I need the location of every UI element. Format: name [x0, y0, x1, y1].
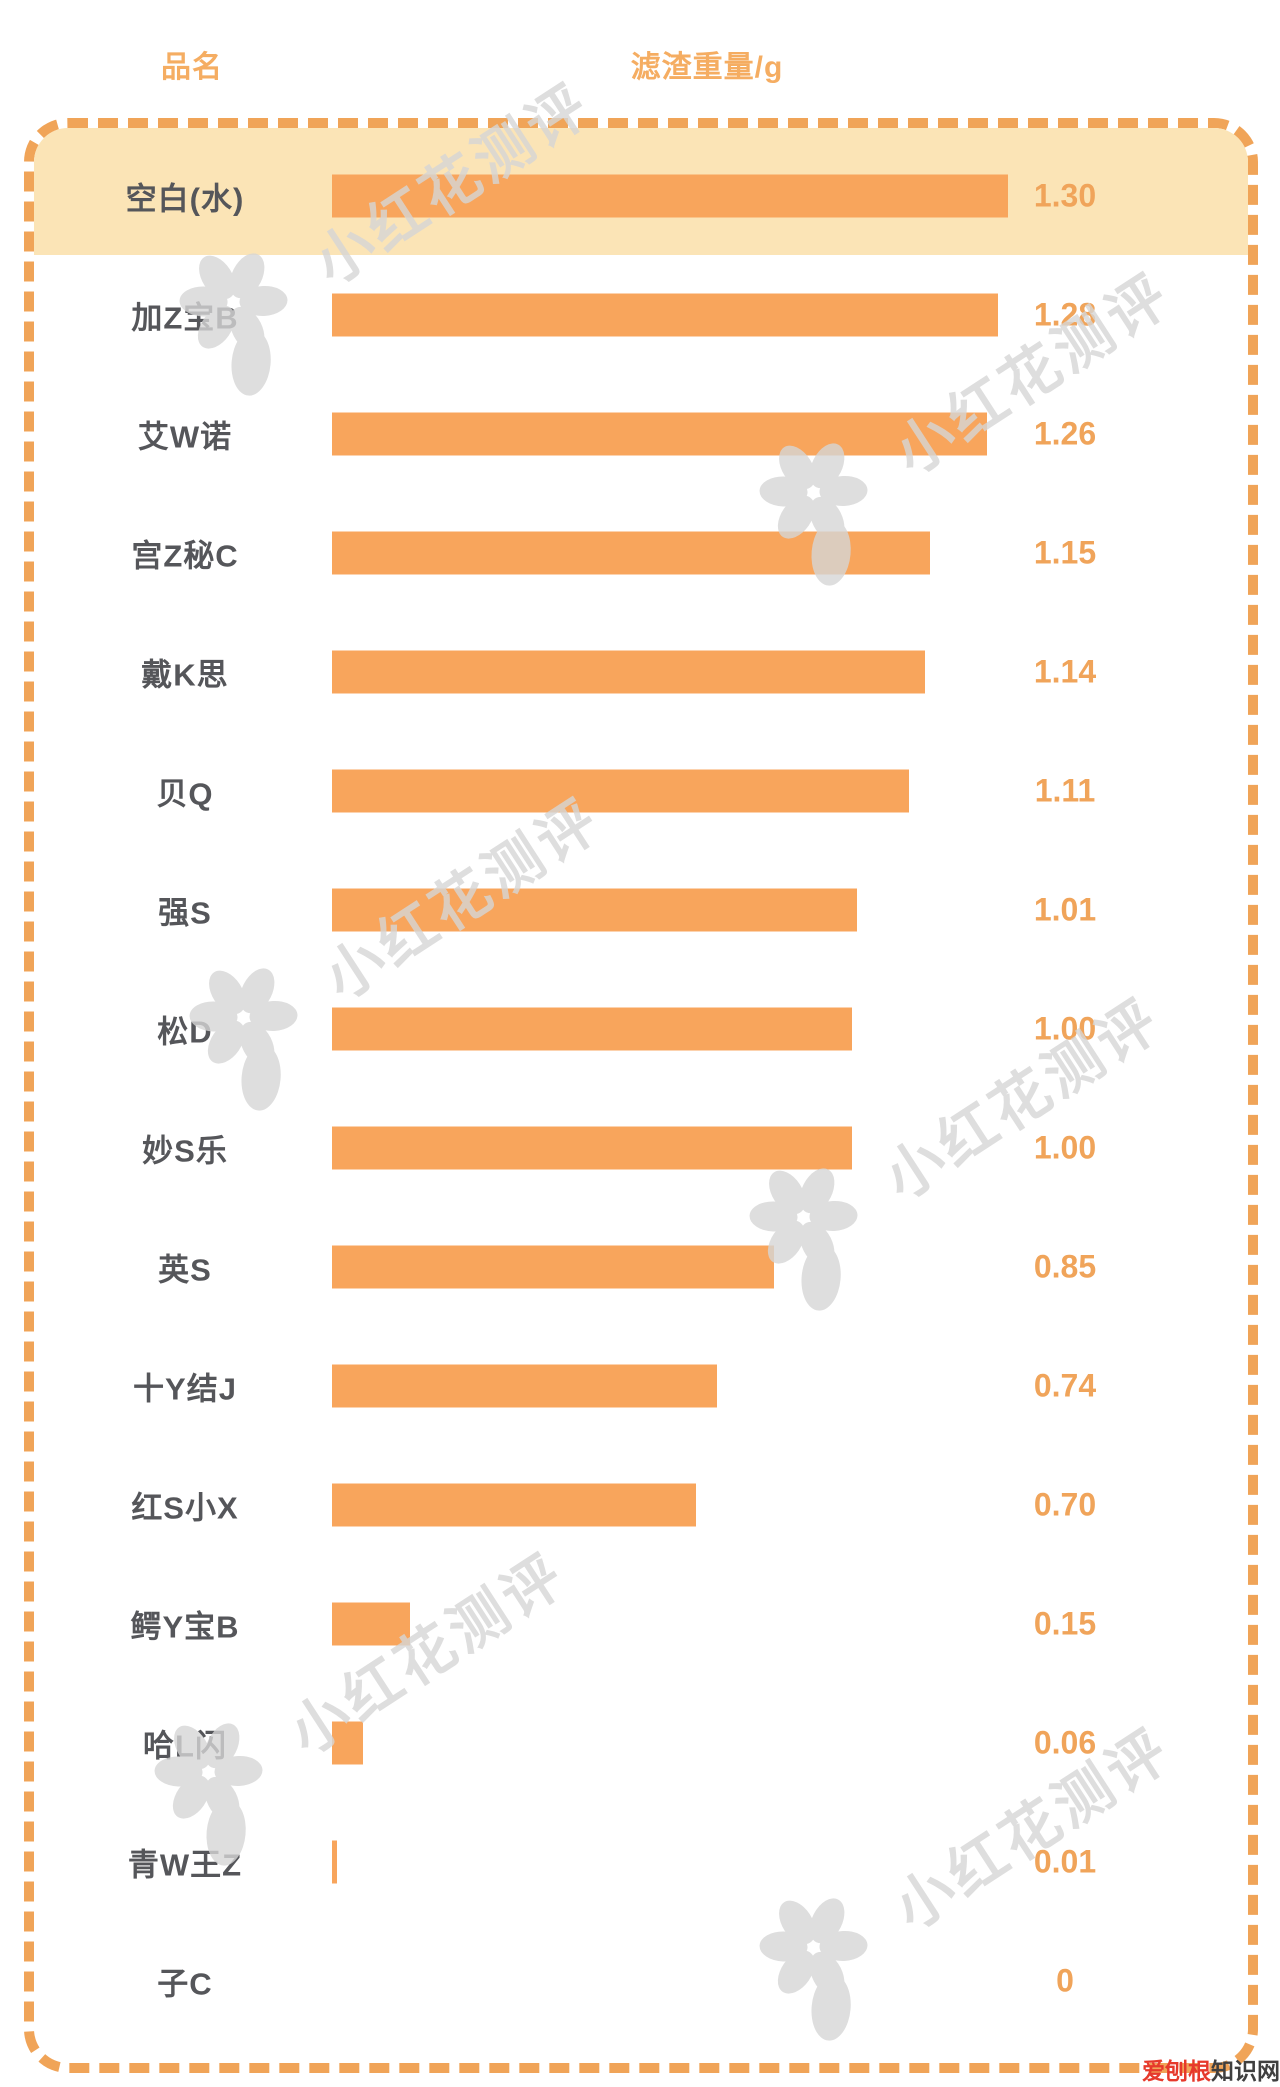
product-name-label: 鳄Y宝B	[130, 1609, 240, 1644]
residue-weight-value: 0.85	[1033, 1248, 1097, 1284]
residue-weight-value: 1.00	[1033, 1129, 1097, 1165]
residue-weight-bar	[332, 293, 998, 336]
product-name-label: 妙S乐	[142, 1133, 228, 1168]
chart-row: 加Z宝B 1.28	[34, 255, 1248, 374]
chart-row: 空白(水) 1.30	[34, 136, 1248, 255]
chart-row: 英S 0.85	[34, 1207, 1248, 1326]
residue-weight-value: 1.14	[1033, 653, 1097, 689]
chart-row: 贝Q 1.11	[34, 731, 1248, 850]
residue-weight-value: 1.30	[1033, 177, 1097, 213]
site-watermark-suffix: 知识网	[1211, 2058, 1280, 2084]
residue-weight-bar	[332, 1245, 774, 1288]
chart-row: 十Y结J 0.74	[34, 1326, 1248, 1445]
product-name-label: 青W王Z	[127, 1847, 243, 1882]
residue-weight-value: 0.15	[1033, 1605, 1097, 1641]
residue-weight-value: 1.01	[1033, 891, 1097, 927]
product-name-label: 贝Q	[156, 776, 214, 811]
residue-weight-bar	[332, 769, 910, 812]
residue-weight-bar	[332, 1840, 338, 1883]
chart-row: 子C 0	[34, 1921, 1248, 2040]
residue-weight-bar	[332, 1126, 852, 1169]
product-name-label: 十Y结J	[133, 1371, 237, 1406]
residue-weight-value: 1.28	[1033, 296, 1097, 332]
chart-row: 妙S乐 1.00	[34, 1088, 1248, 1207]
column-header-product-name: 品名	[161, 51, 223, 84]
chart-row: 哈L闪 0.06	[34, 1683, 1248, 1802]
chart-row: 鳄Y宝B 0.15	[34, 1564, 1248, 1683]
chart-row: 戴K思 1.14	[34, 612, 1248, 731]
product-name-label: 哈L闪	[143, 1728, 227, 1763]
residue-weight-bar	[332, 650, 925, 693]
chart-row: 宫Z秘C 1.15	[34, 493, 1248, 612]
residue-weight-bar	[332, 1483, 696, 1526]
chart-row: 艾W诺 1.26	[34, 374, 1248, 493]
site-watermark: 爱刨根知识网	[1142, 2052, 1280, 2086]
chart-row: 松D 1.00	[34, 969, 1248, 1088]
product-name-label: 红S小X	[131, 1490, 239, 1525]
residue-weight-value: 1.15	[1033, 534, 1097, 570]
residue-weight-value: 0.06	[1033, 1724, 1097, 1760]
product-name-label: 英S	[158, 1252, 212, 1287]
residue-weight-bar	[332, 531, 930, 574]
chart-rows: 空白(水) 1.30 加Z宝B 1.28 艾W诺 1.26 宫Z秘C 1.15 …	[34, 136, 1248, 2040]
chart-row: 红S小X 0.70	[34, 1445, 1248, 1564]
column-header-residue-weight: 滤渣重量/g	[630, 51, 784, 84]
residue-weight-value: 0.74	[1033, 1367, 1097, 1403]
residue-weight-value: 1.26	[1033, 415, 1097, 451]
product-name-label: 空白(水)	[125, 181, 245, 216]
residue-weight-value: 1.11	[1034, 772, 1096, 808]
product-name-label: 松D	[157, 1014, 213, 1049]
product-name-label: 宫Z秘C	[131, 538, 239, 573]
chart-container: 空白(水) 1.30 加Z宝B 1.28 艾W诺 1.26 宫Z秘C 1.15 …	[24, 118, 1258, 2073]
residue-weight-value: 0	[1056, 1962, 1074, 1998]
product-name-label: 戴K思	[141, 657, 229, 692]
residue-weight-bar	[332, 174, 1008, 217]
chart-row: 青W王Z 0.01	[34, 1802, 1248, 1921]
residue-weight-value: 0.01	[1033, 1843, 1097, 1879]
product-name-label: 强S	[158, 895, 212, 930]
residue-weight-bar	[332, 1007, 852, 1050]
residue-weight-bar	[332, 1364, 717, 1407]
chart-row: 强S 1.01	[34, 850, 1248, 969]
residue-weight-value: 0.70	[1033, 1486, 1097, 1522]
site-watermark-prefix: 爱刨根	[1142, 2058, 1211, 2084]
product-name-label: 艾W诺	[137, 419, 233, 454]
residue-weight-bar	[332, 888, 858, 931]
product-name-label: 加Z宝B	[131, 300, 239, 335]
residue-weight-value: 1.00	[1033, 1010, 1097, 1046]
residue-weight-bar	[332, 412, 988, 455]
residue-weight-bar	[332, 1721, 364, 1764]
product-name-label: 子C	[157, 1966, 213, 2001]
residue-weight-bar	[332, 1602, 410, 1645]
